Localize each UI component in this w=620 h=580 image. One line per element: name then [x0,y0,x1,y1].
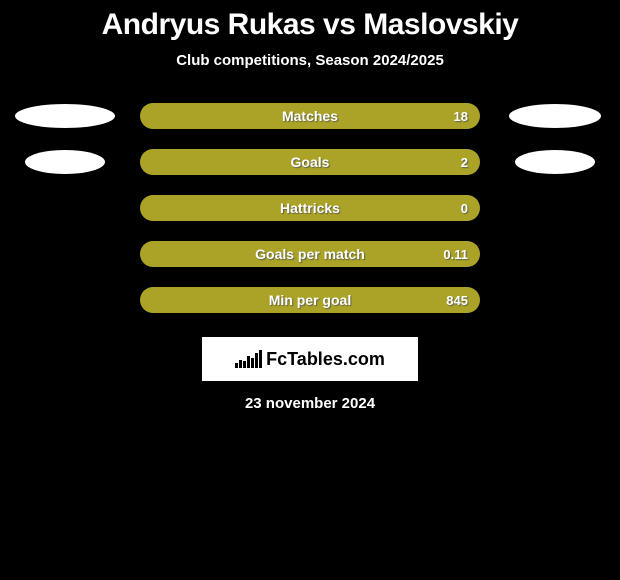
left-value-ellipse [15,104,115,128]
stat-bar: Min per goal845 [140,287,480,313]
stat-row: Matches18 [10,93,610,139]
stat-value: 0 [461,195,468,221]
right-ellipse-slot [500,104,610,128]
stat-bar: Goals2 [140,149,480,175]
stat-bar: Hattricks0 [140,195,480,221]
stat-value: 2 [461,149,468,175]
left-value-ellipse [25,150,105,174]
page-title: Andryus Rukas vs Maslovskiy [0,0,620,46]
stat-label: Goals [140,149,480,175]
left-ellipse-slot [10,150,120,174]
fctables-logo: FcTables.com [202,337,418,381]
stat-label: Goals per match [140,241,480,267]
stat-value: 845 [446,287,468,313]
logo-text: FcTables.com [266,349,385,370]
stat-rows: Matches18 Goals2 Hattricks0 Goals per match… [0,93,620,323]
stat-bar: Matches18 [140,103,480,129]
right-ellipse-slot [500,242,610,266]
left-ellipse-slot [10,196,120,220]
snapshot-date: 23 november 2024 [0,381,620,412]
left-ellipse-slot [10,288,120,312]
right-ellipse-slot [500,150,610,174]
comparison-infographic: Andryus Rukas vs Maslovskiy Club competi… [0,0,620,580]
page-subtitle: Club competitions, Season 2024/2025 [0,46,620,93]
left-ellipse-slot [10,104,120,128]
stat-row: Goals per match0.11 [10,231,610,277]
stat-row: Min per goal845 [10,277,610,323]
stat-label: Matches [140,103,480,129]
stat-label: Hattricks [140,195,480,221]
logo-bars-icon [235,350,262,368]
left-ellipse-slot [10,242,120,266]
stat-value: 0.11 [443,241,468,267]
right-ellipse-slot [500,196,610,220]
right-value-ellipse [515,150,595,174]
stat-value: 18 [454,103,468,129]
right-ellipse-slot [500,288,610,312]
stat-row: Hattricks0 [10,185,610,231]
right-value-ellipse [509,104,601,128]
stat-bar: Goals per match0.11 [140,241,480,267]
stat-row: Goals2 [10,139,610,185]
stat-label: Min per goal [140,287,480,313]
